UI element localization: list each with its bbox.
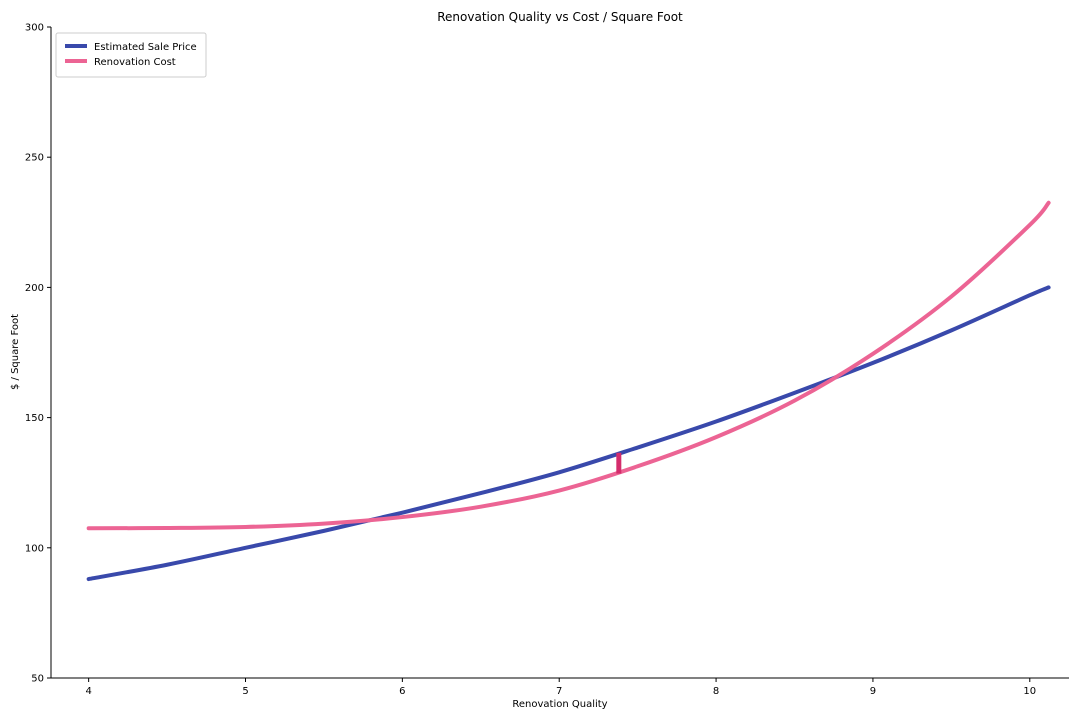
y-tick-label: 250 bbox=[25, 153, 44, 164]
y-axis-title: $ / Square Foot bbox=[10, 314, 21, 390]
x-tick-label: 9 bbox=[870, 686, 876, 697]
legend-label-estimated-sale-price: Estimated Sale Price bbox=[94, 42, 197, 53]
x-tick-label: 8 bbox=[713, 686, 719, 697]
y-tick-label: 50 bbox=[31, 674, 44, 685]
legend-label-renovation-cost: Renovation Cost bbox=[94, 57, 176, 68]
series-line-renovation-cost bbox=[86, 200, 1051, 531]
x-tick-label: 10 bbox=[1023, 686, 1036, 697]
chart-title: Renovation Quality vs Cost / Square Foot bbox=[437, 10, 683, 24]
x-tick-label: 7 bbox=[556, 686, 562, 697]
x-tick-label: 5 bbox=[242, 686, 248, 697]
y-tick-label: 100 bbox=[25, 543, 44, 554]
legend-box bbox=[55, 32, 207, 78]
x-axis-title: Renovation Quality bbox=[512, 699, 607, 710]
y-tick-label: 300 bbox=[25, 23, 44, 34]
series-line-estimated-sale-price bbox=[86, 285, 1051, 582]
legend: Estimated Sale Price Renovation Cost bbox=[55, 32, 207, 78]
axes: 4 5 6 7 8 9 10 50 100 150 200 250 300 bbox=[25, 23, 1069, 697]
x-tick-label: 4 bbox=[85, 686, 91, 697]
y-tick-label: 200 bbox=[25, 283, 44, 294]
series-layer bbox=[86, 200, 1051, 582]
x-tick-label: 6 bbox=[399, 686, 405, 697]
y-tick-label: 150 bbox=[25, 413, 44, 424]
